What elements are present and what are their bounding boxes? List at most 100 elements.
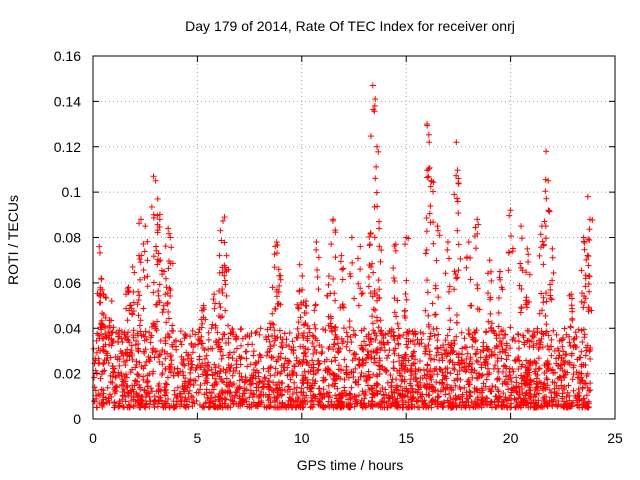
data-point <box>376 243 383 250</box>
data-point <box>267 320 274 327</box>
data-point <box>395 325 402 332</box>
data-point <box>270 342 277 349</box>
data-point <box>424 174 431 181</box>
data-point <box>359 388 366 395</box>
data-point <box>465 239 472 246</box>
data-point <box>144 383 151 390</box>
data-point <box>182 375 189 382</box>
data-point <box>222 369 229 376</box>
data-point <box>521 380 528 387</box>
data-point <box>567 342 574 349</box>
data-point <box>108 342 115 349</box>
data-point <box>483 356 490 363</box>
data-point <box>340 304 347 311</box>
data-point <box>141 403 148 410</box>
data-point <box>498 284 505 291</box>
data-point <box>351 393 358 400</box>
data-point <box>423 385 430 392</box>
data-point <box>252 403 259 410</box>
data-point <box>166 404 173 411</box>
data-point <box>376 366 383 373</box>
data-point <box>421 343 428 350</box>
data-point <box>328 399 335 406</box>
data-point <box>404 328 411 335</box>
data-point <box>239 396 246 403</box>
data-point <box>312 302 319 309</box>
data-point <box>168 369 175 376</box>
data-point <box>278 339 285 346</box>
data-point <box>496 331 503 338</box>
data-point <box>550 269 557 276</box>
data-point <box>348 234 355 241</box>
data-point <box>379 398 386 405</box>
data-point <box>112 374 119 381</box>
data-point <box>385 330 392 337</box>
data-point <box>479 371 486 378</box>
data-point <box>310 364 317 371</box>
data-point <box>234 389 241 396</box>
data-point <box>203 352 210 359</box>
data-point <box>216 300 223 307</box>
data-point <box>136 322 143 329</box>
data-point <box>118 372 125 379</box>
data-point <box>181 362 188 369</box>
data-point <box>505 249 512 256</box>
data-point <box>578 298 585 305</box>
data-point <box>495 402 502 409</box>
data-point <box>267 345 274 352</box>
data-point <box>162 380 169 387</box>
data-point <box>535 355 542 362</box>
data-point <box>401 385 408 392</box>
data-point <box>488 324 495 331</box>
data-point <box>547 295 554 302</box>
data-point <box>583 344 590 351</box>
data-point <box>148 385 155 392</box>
data-point <box>478 372 485 379</box>
data-point <box>385 394 392 401</box>
data-point <box>214 329 221 336</box>
data-point <box>116 327 123 334</box>
data-point <box>171 403 178 410</box>
data-point <box>210 382 217 389</box>
data-point <box>174 398 181 405</box>
data-point <box>474 281 481 288</box>
data-point <box>205 329 212 336</box>
data-point <box>156 223 163 230</box>
data-point <box>201 356 208 363</box>
data-point <box>248 330 255 337</box>
data-point <box>154 301 161 308</box>
data-point <box>502 349 509 356</box>
data-point <box>459 399 466 406</box>
data-point <box>393 386 400 393</box>
data-point <box>286 343 293 350</box>
data-point <box>236 370 243 377</box>
data-point <box>464 350 471 357</box>
data-point <box>355 280 362 287</box>
data-point <box>415 383 422 390</box>
data-point <box>446 305 453 312</box>
data-point <box>502 347 509 354</box>
data-point <box>465 330 472 337</box>
data-point <box>507 233 514 240</box>
data-point <box>411 348 418 355</box>
data-point <box>378 247 385 254</box>
data-point <box>447 370 454 377</box>
data-point <box>530 404 537 411</box>
data-point <box>434 393 441 400</box>
data-point <box>300 356 307 363</box>
data-point <box>425 165 432 172</box>
data-point <box>403 277 410 284</box>
data-point <box>368 335 375 342</box>
data-point <box>578 370 585 377</box>
data-point <box>451 286 458 293</box>
data-point <box>393 403 400 410</box>
data-point <box>152 323 159 330</box>
data-point <box>585 262 592 269</box>
data-point <box>374 373 381 380</box>
data-point <box>331 341 338 348</box>
data-point <box>536 390 543 397</box>
data-point <box>567 403 574 410</box>
data-point <box>373 189 380 196</box>
data-point <box>112 402 119 409</box>
data-point <box>267 395 274 402</box>
